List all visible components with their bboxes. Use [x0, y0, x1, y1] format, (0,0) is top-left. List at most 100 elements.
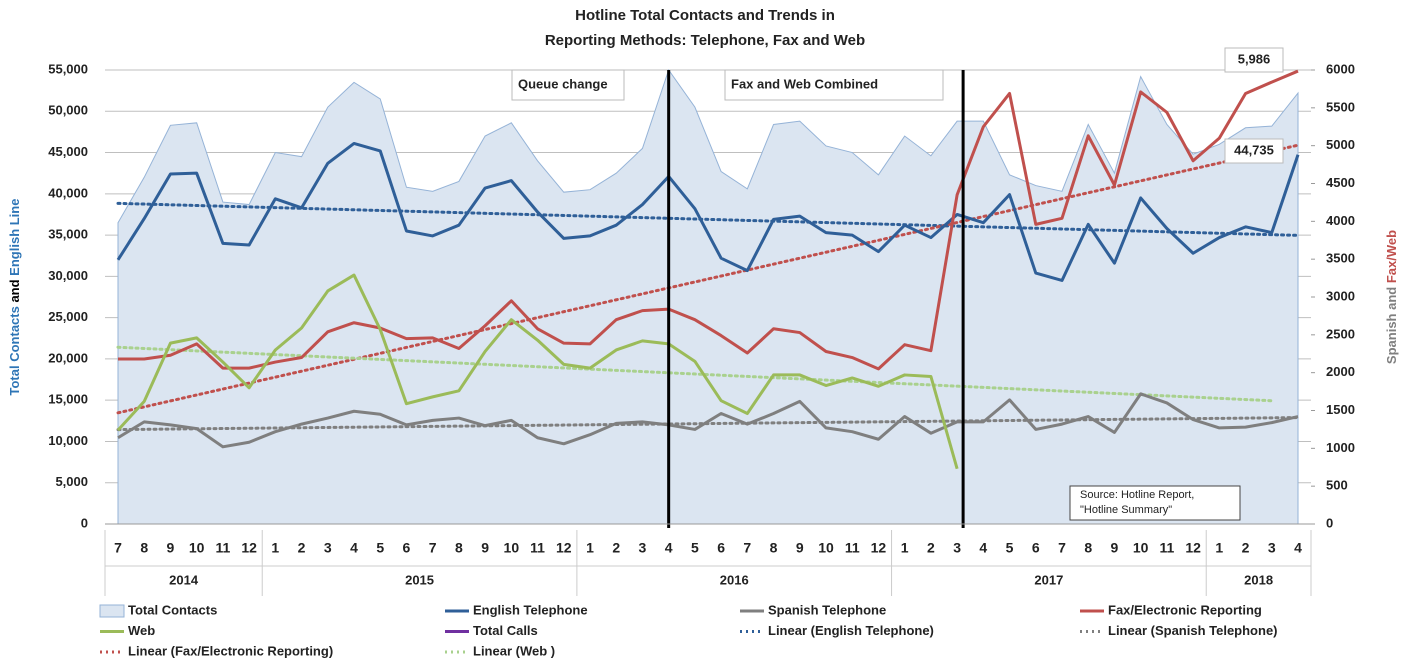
x-tick-label: 5 [691, 540, 699, 556]
year-label: 2014 [169, 572, 199, 587]
y-tick-label: 40,000 [48, 185, 88, 200]
y-axis-title-part: Total Contacts [7, 306, 22, 395]
chart-title: Hotline Total Contacts and Trends in [575, 7, 835, 24]
y-tick-label: 5,000 [55, 474, 88, 489]
value-label: 5,986 [1238, 51, 1271, 66]
y-tick-label: 55,000 [48, 61, 88, 76]
x-tick-label: 2 [612, 540, 620, 556]
trendline [116, 143, 1300, 415]
legend-label: Spanish Telephone [768, 602, 886, 617]
y2-axis-title-part: Fax/Web [1384, 230, 1399, 283]
legend-label: Total Calls [473, 623, 538, 638]
source-text: "Hotline Summary" [1080, 504, 1172, 516]
x-tick-label: 12 [871, 540, 887, 556]
x-tick-label: 1 [901, 540, 909, 556]
x-tick-label: 11 [1159, 540, 1174, 556]
x-tick-label: 5 [376, 540, 384, 556]
chart-title: Reporting Methods: Telephone, Fax and We… [545, 32, 865, 49]
y2-axis-title-part: Spanish and [1384, 283, 1399, 364]
x-tick-label: 3 [639, 540, 647, 556]
y-tick-label: 50,000 [48, 103, 88, 118]
line [116, 141, 1300, 282]
x-tick-label: 12 [556, 540, 572, 556]
annotation-text: Fax and Web Combined [731, 76, 878, 91]
y2-tick-label: 2500 [1326, 326, 1355, 341]
legend-label: Linear (English Telephone) [768, 623, 934, 638]
y-tick-label: 10,000 [48, 433, 88, 448]
x-tick-label: 6 [1032, 540, 1040, 556]
year-label: 2015 [405, 572, 434, 587]
x-tick-label: 2 [927, 540, 935, 556]
x-tick-label: 4 [1294, 540, 1302, 556]
x-tick-label: 10 [818, 540, 834, 556]
x-tick-label: 8 [1084, 540, 1092, 556]
trendline [116, 345, 1274, 403]
x-tick-label: 11 [215, 540, 230, 556]
legend-label: Linear (Fax/Electronic Reporting) [128, 643, 333, 658]
x-tick-label: 10 [504, 540, 520, 556]
x-tick-label: 12 [241, 540, 257, 556]
x-tick-label: 1 [1215, 540, 1223, 556]
x-tick-label: 1 [271, 540, 279, 556]
x-tick-label: 4 [350, 540, 358, 556]
year-label: 2016 [720, 572, 749, 587]
x-tick-label: 2 [1242, 540, 1250, 556]
x-tick-label: 11 [530, 540, 545, 556]
y2-tick-label: 5000 [1326, 137, 1355, 152]
value-label-box [1224, 47, 1284, 73]
y2-axis-title: Spanish and Fax/Web [1384, 230, 1399, 364]
annotation-text: Queue change [518, 76, 608, 91]
x-tick-label: 3 [953, 540, 961, 556]
y-tick-label: 20,000 [48, 350, 88, 365]
annotation-box [511, 69, 625, 101]
legend-label: Total Contacts [128, 602, 217, 617]
y2-tick-label: 500 [1326, 478, 1348, 493]
x-tick-label: 7 [1058, 540, 1066, 556]
x-tick-label: 7 [114, 540, 122, 556]
legend-swatch [99, 604, 125, 618]
y2-tick-label: 4500 [1326, 175, 1355, 190]
year-label: 2018 [1244, 572, 1273, 587]
x-tick-label: 9 [796, 540, 804, 556]
x-tick-label: 1 [586, 540, 594, 556]
y2-tick-label: 1500 [1326, 402, 1355, 417]
value-label-box [1224, 138, 1284, 164]
y2-tick-label: 2000 [1326, 364, 1355, 379]
y2-tick-label: 0 [1326, 515, 1333, 530]
x-tick-label: 10 [189, 540, 205, 556]
legend-label: English Telephone [473, 602, 588, 617]
y-tick-label: 35,000 [48, 227, 88, 242]
x-tick-label: 8 [770, 540, 778, 556]
y-tick-label: 15,000 [48, 392, 88, 407]
year-label: 2017 [1034, 572, 1063, 587]
legend-label: Linear (Spanish Telephone) [1108, 623, 1278, 638]
trendline [116, 201, 1300, 237]
x-tick-label: 9 [481, 540, 489, 556]
x-tick-label: 11 [845, 540, 860, 556]
trendline [116, 416, 1300, 432]
line [117, 392, 1299, 449]
line [116, 273, 959, 470]
source-box [1069, 485, 1241, 521]
x-tick-label: 7 [429, 540, 437, 556]
x-tick-label: 2 [298, 540, 306, 556]
y2-tick-label: 6000 [1326, 61, 1355, 76]
x-tick-label: 4 [665, 540, 673, 556]
y-axis-title-part: English Line [7, 199, 22, 276]
x-tick-label: 9 [1111, 540, 1119, 556]
x-tick-label: 3 [1268, 540, 1276, 556]
x-tick-label: 6 [717, 540, 725, 556]
line [118, 69, 1299, 371]
legend-label: Linear (Web ) [473, 643, 555, 658]
source-text: Source: Hotline Report, [1080, 489, 1194, 501]
x-tick-label: 4 [979, 540, 987, 556]
x-tick-label: 12 [1185, 540, 1201, 556]
y-tick-label: 0 [81, 515, 88, 530]
x-tick-label: 5 [1006, 540, 1014, 556]
y2-tick-label: 4000 [1326, 213, 1355, 228]
x-tick-label: 9 [167, 540, 175, 556]
x-tick-label: 8 [140, 540, 148, 556]
x-tick-label: 6 [403, 540, 411, 556]
area [117, 68, 1299, 525]
y2-tick-label: 5500 [1326, 99, 1355, 114]
